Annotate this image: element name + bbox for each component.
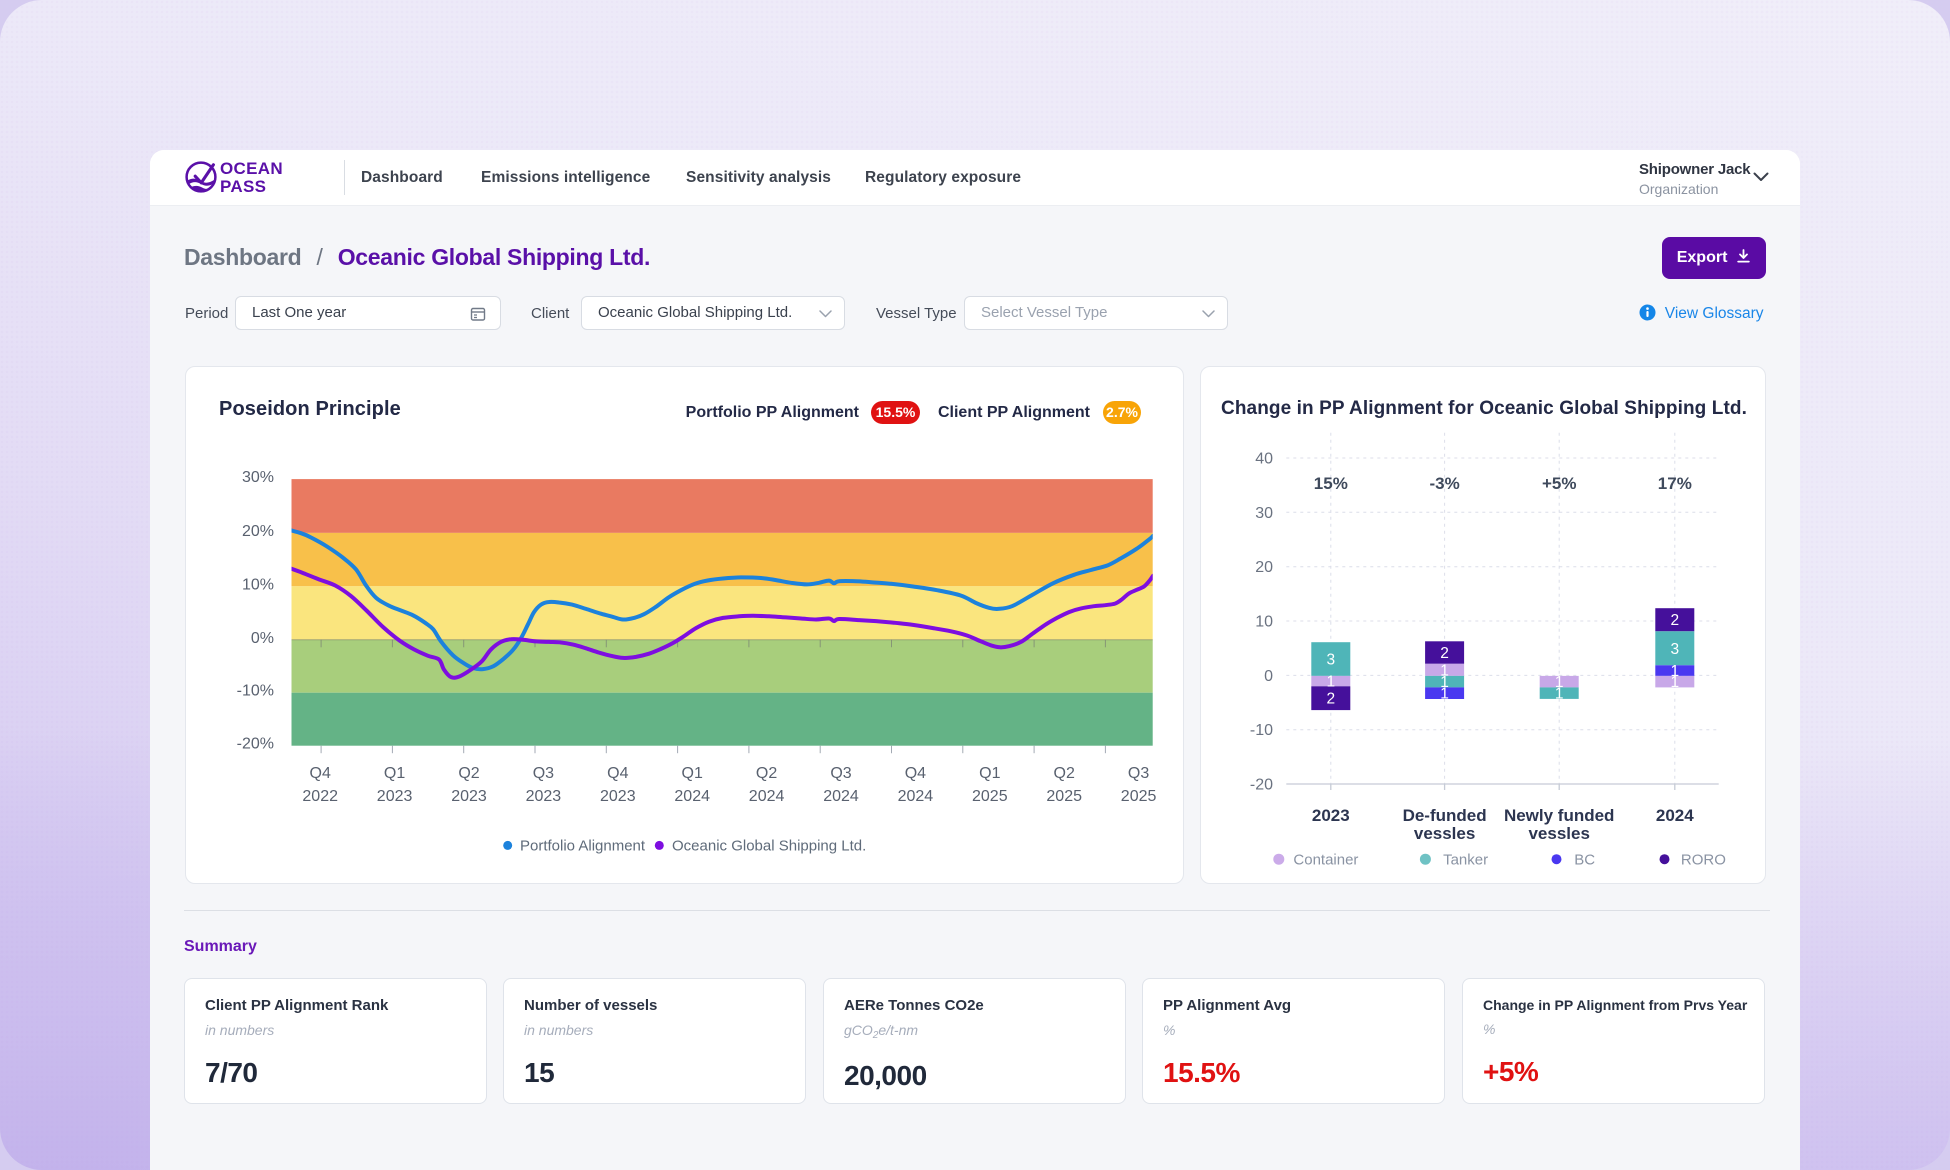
svg-text:Q3: Q3	[830, 765, 851, 782]
svg-text:17%: 17%	[1658, 474, 1692, 493]
svg-text:15%: 15%	[1314, 474, 1348, 493]
svg-text:2023: 2023	[600, 788, 636, 805]
svg-text:20: 20	[1255, 559, 1273, 576]
svg-text:Oceanic Global Shipping Ltd.: Oceanic Global Shipping Ltd.	[672, 838, 866, 855]
svg-text:2023: 2023	[377, 788, 413, 805]
svg-text:Tanker: Tanker	[1443, 852, 1488, 869]
svg-text:2024: 2024	[823, 788, 859, 805]
svg-text:Q3: Q3	[533, 765, 554, 782]
svg-text:RORO: RORO	[1681, 852, 1726, 869]
svg-text:2022: 2022	[302, 788, 338, 805]
svg-text:Q1: Q1	[682, 765, 703, 782]
svg-text:1: 1	[1440, 662, 1449, 679]
svg-text:2025: 2025	[972, 788, 1008, 805]
svg-text:3: 3	[1326, 652, 1335, 669]
svg-text:2: 2	[1670, 612, 1679, 629]
svg-text:2024: 2024	[1656, 806, 1694, 825]
svg-text:Newly funded: Newly funded	[1504, 806, 1615, 825]
svg-text:2023: 2023	[451, 788, 487, 805]
svg-text:0: 0	[1264, 668, 1273, 685]
svg-text:Q2: Q2	[458, 765, 479, 782]
svg-text:Q4: Q4	[905, 765, 926, 782]
svg-text:40: 40	[1255, 451, 1273, 468]
svg-text:1: 1	[1670, 674, 1679, 691]
svg-text:vessles: vessles	[1528, 824, 1589, 843]
svg-text:2: 2	[1326, 691, 1335, 708]
svg-text:1: 1	[1440, 686, 1449, 703]
svg-text:BC: BC	[1574, 852, 1595, 869]
svg-text:30%: 30%	[242, 469, 274, 486]
svg-text:vessles: vessles	[1414, 824, 1475, 843]
svg-text:2024: 2024	[674, 788, 710, 805]
svg-text:0%: 0%	[251, 630, 274, 647]
svg-text:Q1: Q1	[384, 765, 405, 782]
svg-text:Q4: Q4	[310, 765, 331, 782]
svg-text:Q2: Q2	[756, 765, 777, 782]
svg-text:-20: -20	[1250, 777, 1273, 794]
svg-text:Q4: Q4	[607, 765, 628, 782]
svg-text:10: 10	[1255, 614, 1273, 631]
svg-text:-20%: -20%	[237, 736, 274, 753]
svg-text:1: 1	[1440, 674, 1449, 691]
svg-text:3: 3	[1670, 641, 1679, 658]
svg-text:-10: -10	[1250, 722, 1273, 739]
svg-text:1: 1	[1555, 674, 1564, 691]
svg-text:1: 1	[1555, 686, 1564, 703]
svg-text:Q3: Q3	[1128, 765, 1149, 782]
svg-text:30: 30	[1255, 505, 1273, 522]
svg-text:Q1: Q1	[979, 765, 1000, 782]
svg-text:2024: 2024	[749, 788, 785, 805]
svg-text:-3%: -3%	[1429, 474, 1459, 493]
svg-text:De-funded: De-funded	[1403, 806, 1487, 825]
svg-text:2023: 2023	[1312, 806, 1350, 825]
svg-text:1: 1	[1326, 674, 1335, 691]
svg-text:2025: 2025	[1121, 788, 1157, 805]
svg-text:2024: 2024	[898, 788, 934, 805]
svg-text:Container: Container	[1293, 852, 1358, 869]
svg-text:Q2: Q2	[1054, 765, 1075, 782]
svg-text:10%: 10%	[242, 576, 274, 593]
svg-text:1: 1	[1670, 663, 1679, 680]
svg-text:20%: 20%	[242, 523, 274, 540]
svg-text:+5%: +5%	[1542, 474, 1577, 493]
svg-text:Portfolio Alignment: Portfolio Alignment	[520, 838, 646, 855]
svg-text:-10%: -10%	[237, 683, 274, 700]
svg-text:2023: 2023	[526, 788, 562, 805]
svg-text:2025: 2025	[1046, 788, 1082, 805]
svg-text:2: 2	[1440, 645, 1449, 662]
